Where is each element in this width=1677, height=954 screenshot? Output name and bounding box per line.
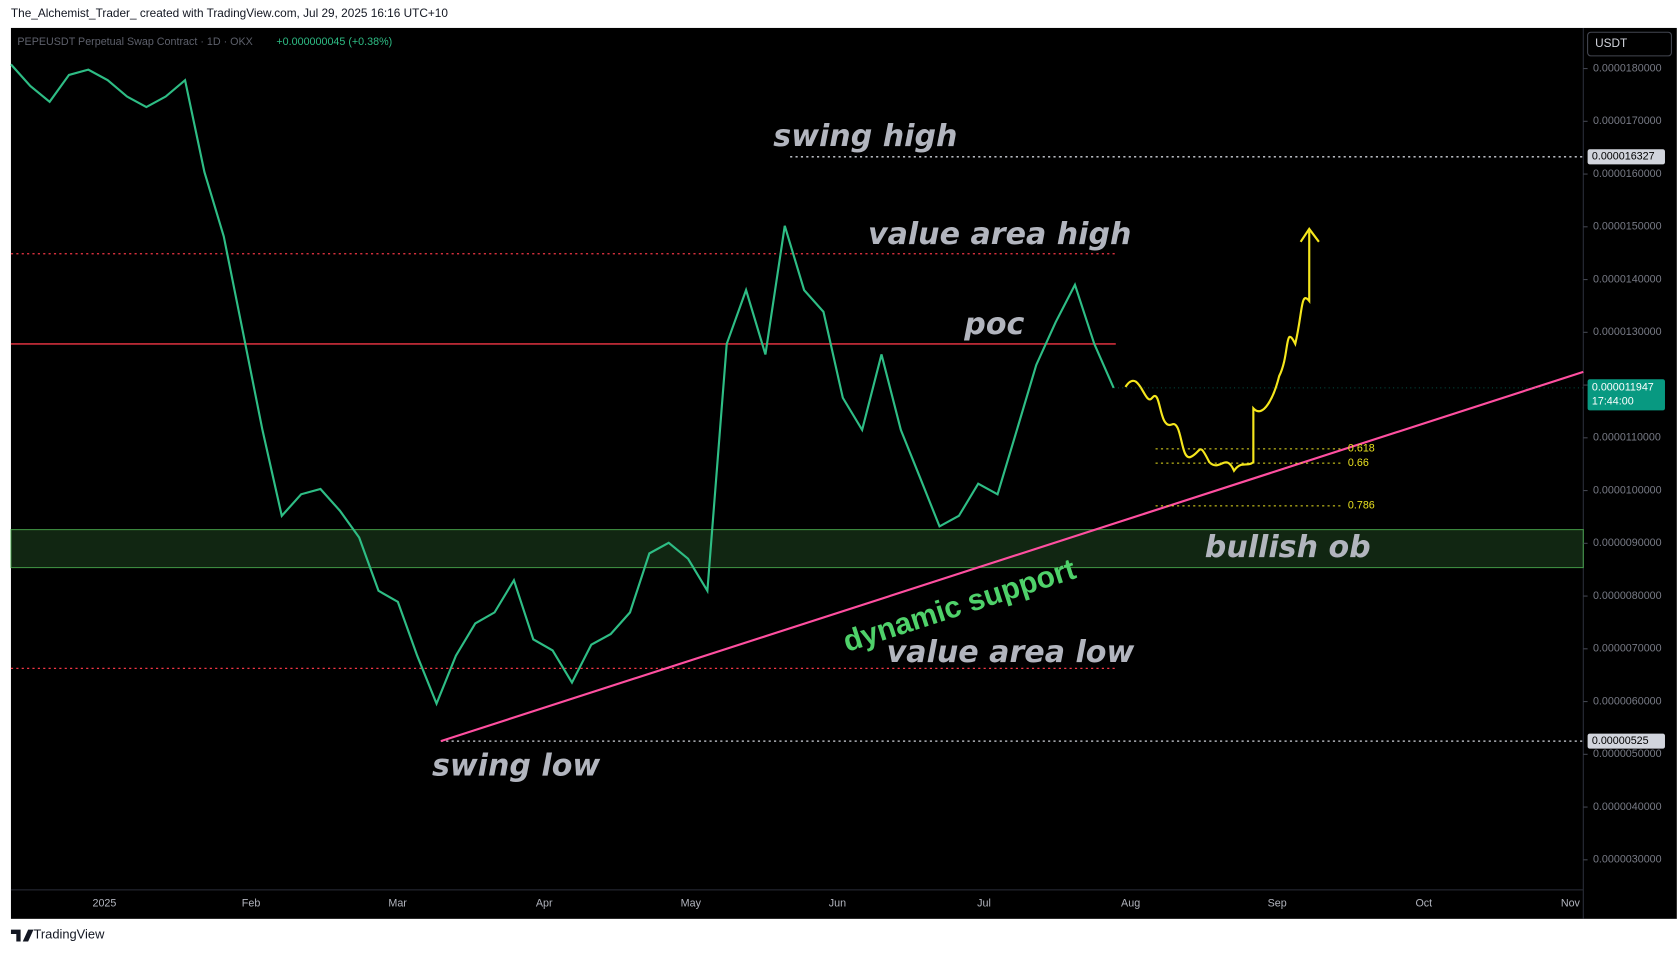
symbol-legend: PEPEUSDT Perpetual Swap Contract · 1D · …: [17, 36, 252, 48]
y-tick-label: 0.0000180000: [1593, 62, 1662, 74]
chart-area: [10, 27, 1677, 919]
y-tick-label: 0.0000080000: [1593, 590, 1662, 602]
y-tick-label: 0.0000090000: [1593, 537, 1662, 549]
y-tick-label: 0.0000150000: [1593, 221, 1662, 233]
x-tick-label: Oct: [1415, 898, 1432, 910]
projection-arrow: [1299, 227, 1320, 243]
fib-label: 0.786: [1348, 500, 1375, 512]
countdown: 17:44:00: [1592, 396, 1634, 408]
x-tick-label: Aug: [1121, 898, 1140, 910]
currency: USDT: [1595, 36, 1627, 50]
x-tick-label: 2025: [93, 898, 117, 910]
fib-label: 0.66: [1348, 457, 1369, 469]
y-tick-label: 0.0000140000: [1593, 273, 1662, 285]
level-label: value area low: [887, 635, 1135, 670]
x-tick-label: Nov: [1561, 898, 1581, 910]
level-label: value area high: [868, 217, 1131, 252]
header-text: The_Alchemist_Trader_ created with Tradi…: [11, 6, 448, 20]
y-tick-label: 0.0000070000: [1593, 643, 1662, 655]
y-tick-label: 0.0000160000: [1593, 168, 1662, 180]
level-label: swing low: [432, 748, 600, 783]
dynamic-support-line: [440, 370, 1584, 743]
level-label: poc: [963, 307, 1024, 342]
bullish-ob-label: bullish ob: [1205, 530, 1371, 565]
price-tag-label: 0.00000525: [1592, 735, 1649, 747]
footer: [0, 918, 1677, 949]
change: +0.000000045 (+0.38%): [276, 36, 392, 48]
y-tick-label: 0.0000170000: [1593, 115, 1662, 127]
price-tag: [1587, 733, 1665, 749]
y-tick-label: 0.0000030000: [1593, 854, 1662, 866]
y-tick-label: 0.0000110000: [1593, 432, 1661, 444]
y-tick-label: 0.0000130000: [1593, 326, 1662, 338]
x-tick-label: Feb: [242, 898, 261, 910]
last-price-tag: [1587, 379, 1665, 411]
bullish-ob-zone: [10, 529, 1584, 569]
price-line: [10, 63, 1115, 707]
fib-label: 0.618: [1348, 443, 1375, 455]
projection-path: [1124, 231, 1311, 473]
last-price-label: 0.000011947: [1592, 382, 1654, 394]
y-tick-label: 0.0000100000: [1593, 484, 1662, 496]
x-tick-label: May: [681, 898, 702, 910]
price-tag: [1587, 149, 1665, 165]
x-tick-label: Sep: [1268, 898, 1287, 910]
y-tick-label: 0.0000040000: [1593, 801, 1662, 813]
footer-brand: TradingView: [34, 926, 106, 941]
price-tag-label: 0.000016327: [1592, 151, 1655, 163]
y-tick-label: 0.0000050000: [1593, 748, 1662, 760]
y-tick-label: 0.0000060000: [1593, 695, 1662, 707]
currency-box[interactable]: [1587, 31, 1672, 57]
footer-logo: [10, 929, 34, 942]
x-tick-label: Jul: [977, 898, 991, 910]
x-tick-label: Jun: [829, 898, 846, 910]
x-tick-label: Mar: [388, 898, 407, 910]
x-tick-label: Apr: [536, 898, 553, 910]
level-label: swing high: [773, 119, 957, 154]
